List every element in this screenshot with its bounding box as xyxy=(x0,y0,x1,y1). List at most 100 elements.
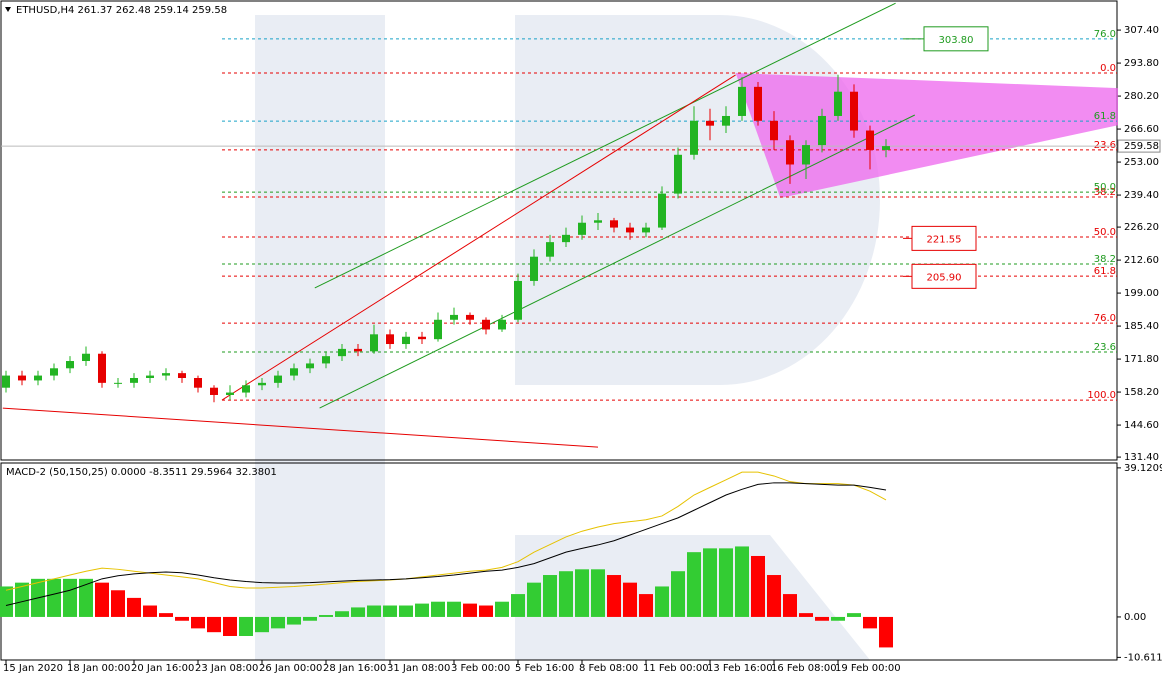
macd-bar xyxy=(495,601,509,617)
macd-bar xyxy=(175,616,189,621)
candle-body xyxy=(450,314,458,320)
triangle xyxy=(735,73,1118,198)
y-tick-label: 131.40 xyxy=(1124,452,1159,463)
macd-bar xyxy=(847,613,861,617)
candle-body xyxy=(242,385,250,393)
macd-y-tick-label: 39.1209 xyxy=(1124,463,1162,474)
macd-bar xyxy=(559,571,573,617)
macd-bar xyxy=(207,616,221,633)
candle-body xyxy=(274,375,282,383)
macd-bar xyxy=(447,601,461,617)
candle-body xyxy=(162,373,170,376)
candle-body xyxy=(770,120,778,141)
macd-bar xyxy=(575,569,589,617)
macd-bar xyxy=(239,616,253,636)
macd-y-tick-label: -10.6117 xyxy=(1124,652,1162,663)
macd-bar xyxy=(719,548,733,617)
y-tick-label: 185.40 xyxy=(1124,321,1159,332)
macd-bar xyxy=(479,605,493,617)
fib-red-label: 0.0 xyxy=(1100,63,1116,74)
macd-bar xyxy=(15,582,29,617)
macd-bar xyxy=(799,613,813,617)
y-tick-label: 199.00 xyxy=(1124,288,1159,299)
macd-bar xyxy=(255,616,269,633)
y-tick-label: 212.60 xyxy=(1124,255,1159,266)
candle-body xyxy=(194,377,202,388)
candle-body xyxy=(178,373,186,378)
candle-body xyxy=(18,375,26,381)
candle-body xyxy=(674,154,682,194)
candle-body xyxy=(66,361,74,369)
macd-bar xyxy=(463,603,477,617)
macd-bar xyxy=(815,616,829,621)
price-box-label: 205.90 xyxy=(927,272,962,283)
candle-body xyxy=(690,120,698,155)
macd-bar xyxy=(655,586,669,617)
macd-bar xyxy=(879,616,893,648)
macd-y-tick-label: 0.00 xyxy=(1124,612,1146,623)
macd-bar xyxy=(303,616,317,621)
candle-body xyxy=(642,227,650,233)
candle-body xyxy=(114,382,122,384)
fib-green-label: 23.6 xyxy=(1094,342,1116,353)
current-price-label: 259.58 xyxy=(1124,141,1159,152)
macd-bar xyxy=(431,601,445,617)
macd-panel xyxy=(0,462,1118,661)
fib-red-label: 76.0 xyxy=(1094,313,1116,324)
candle-body xyxy=(610,220,618,228)
candle-body xyxy=(530,256,538,281)
candle-body xyxy=(546,242,554,257)
macd-bar xyxy=(143,605,157,617)
x-tick-label: 13 Feb 16:00 xyxy=(707,663,773,674)
x-tick-label: 15 Jan 2020 xyxy=(3,663,63,674)
candle-body xyxy=(818,115,826,146)
y-tick-label: 171.80 xyxy=(1124,354,1159,365)
macd-bar xyxy=(351,607,365,617)
y-tick-label: 226.20 xyxy=(1124,222,1159,233)
macd-bar xyxy=(47,578,61,617)
macd-bar xyxy=(527,582,541,617)
macd-bar xyxy=(271,616,285,629)
trendline xyxy=(314,2,896,289)
candle-body xyxy=(34,375,42,381)
candle-body xyxy=(258,382,266,386)
candle-body xyxy=(290,368,298,376)
macd-bar xyxy=(623,582,637,617)
macd-bar xyxy=(111,590,125,617)
fib-red-label: 50.0 xyxy=(1094,227,1116,238)
macd-bar xyxy=(383,605,397,617)
candle-body xyxy=(322,356,330,364)
candle-body xyxy=(562,234,570,243)
candle-body xyxy=(802,145,810,165)
candle-body xyxy=(418,336,426,340)
candle-body xyxy=(466,314,474,320)
macd-bar xyxy=(543,575,557,617)
macd-bar xyxy=(687,552,701,617)
candle-body xyxy=(50,368,58,376)
candle-body xyxy=(210,387,218,395)
macd-bar xyxy=(0,586,13,617)
macd-bar xyxy=(191,616,205,629)
trendline xyxy=(2,407,599,448)
menu-arrow xyxy=(5,7,11,12)
candle-body xyxy=(354,348,362,352)
macd-bar xyxy=(319,615,333,617)
x-tick-label: 20 Jan 16:00 xyxy=(131,663,194,674)
price-box xyxy=(911,225,977,251)
macd-bar xyxy=(767,575,781,617)
candle-body xyxy=(130,377,138,383)
x-tick-label: 5 Feb 16:00 xyxy=(515,663,574,674)
y-tick-label: 266.60 xyxy=(1124,124,1159,135)
macd-bar xyxy=(367,605,381,617)
macd-bar xyxy=(735,546,749,617)
x-tick-label: 19 Feb 00:00 xyxy=(835,663,901,674)
y-tick-label: 293.80 xyxy=(1124,58,1159,69)
macd-line xyxy=(5,482,887,606)
candle-body xyxy=(834,91,842,116)
chart-title: ETHUSD,H4 261.37 262.48 259.14 259.58 xyxy=(16,5,227,16)
candle-body xyxy=(866,130,874,150)
macd-title: MACD-2 (50,150,25) 0.0000 -8.3511 29.596… xyxy=(6,467,277,478)
x-tick-label: 18 Jan 00:00 xyxy=(67,663,130,674)
y-tick-label: 144.60 xyxy=(1124,420,1159,431)
